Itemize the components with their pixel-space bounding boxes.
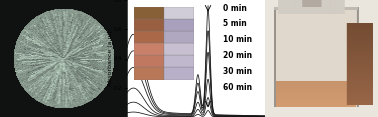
Text: 10 min: 10 min: [223, 35, 253, 44]
Y-axis label: Absorbance (a.u.): Absorbance (a.u.): [108, 31, 113, 86]
Text: 5 min: 5 min: [223, 20, 247, 28]
Text: 20 min: 20 min: [223, 51, 253, 60]
Text: 30 min: 30 min: [223, 67, 253, 76]
Text: 60 min: 60 min: [223, 83, 253, 92]
Text: 0 min: 0 min: [223, 4, 247, 13]
